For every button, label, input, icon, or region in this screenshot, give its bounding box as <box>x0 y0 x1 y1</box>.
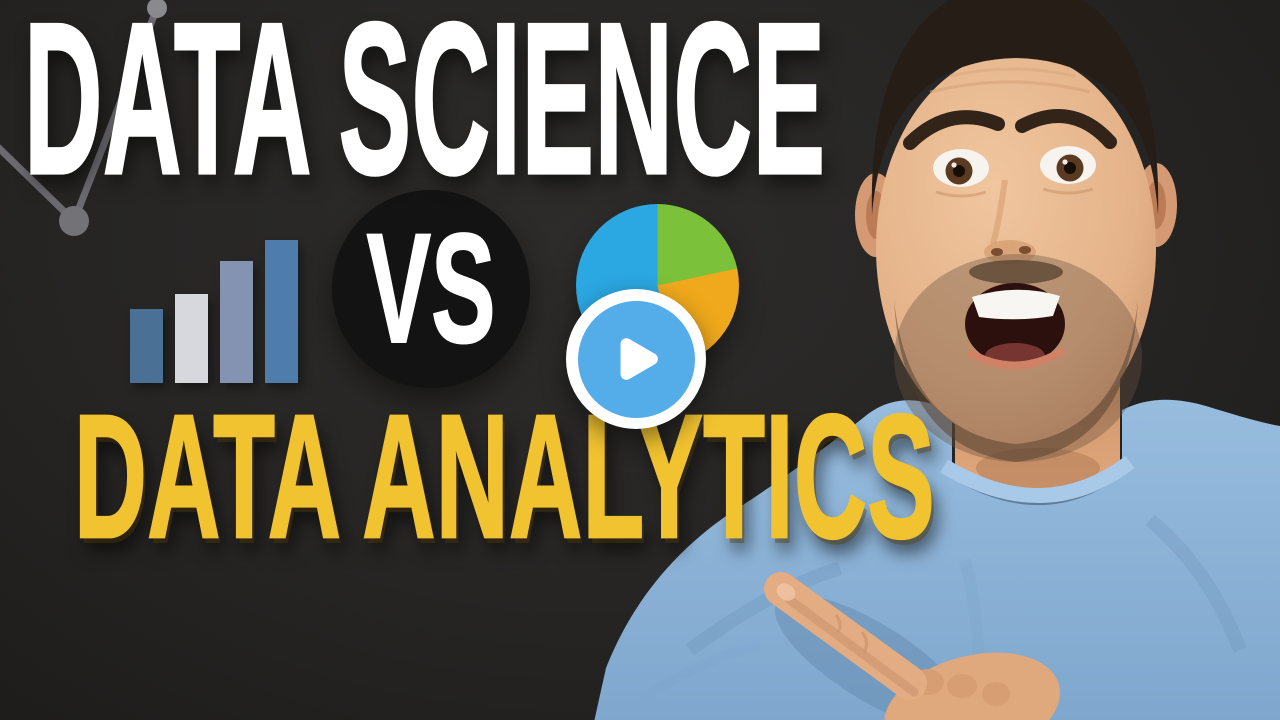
open-mouth <box>965 283 1067 370</box>
bar <box>130 309 163 383</box>
person-head <box>855 0 1177 462</box>
title-data-analytics: DATA ANALYTICS <box>73 378 936 575</box>
nose <box>984 179 1036 264</box>
bar <box>175 294 208 383</box>
play-button-inner <box>577 300 695 418</box>
shirt-collar <box>940 456 1135 503</box>
bar <box>265 240 298 383</box>
eyes <box>933 146 1096 198</box>
vs-label: VS <box>366 202 496 376</box>
bar-chart-icon <box>130 240 298 383</box>
eyebrows <box>903 109 1117 150</box>
vs-badge: VS <box>332 190 530 388</box>
teeth <box>972 289 1060 320</box>
title-data-science: DATA SCIENCE <box>23 0 826 220</box>
hair <box>871 0 1159 215</box>
pointing-hand <box>764 572 1060 720</box>
play-button[interactable] <box>566 289 706 429</box>
bar <box>220 261 253 383</box>
person-shirt <box>594 399 1280 720</box>
play-triangle-icon <box>620 338 658 380</box>
